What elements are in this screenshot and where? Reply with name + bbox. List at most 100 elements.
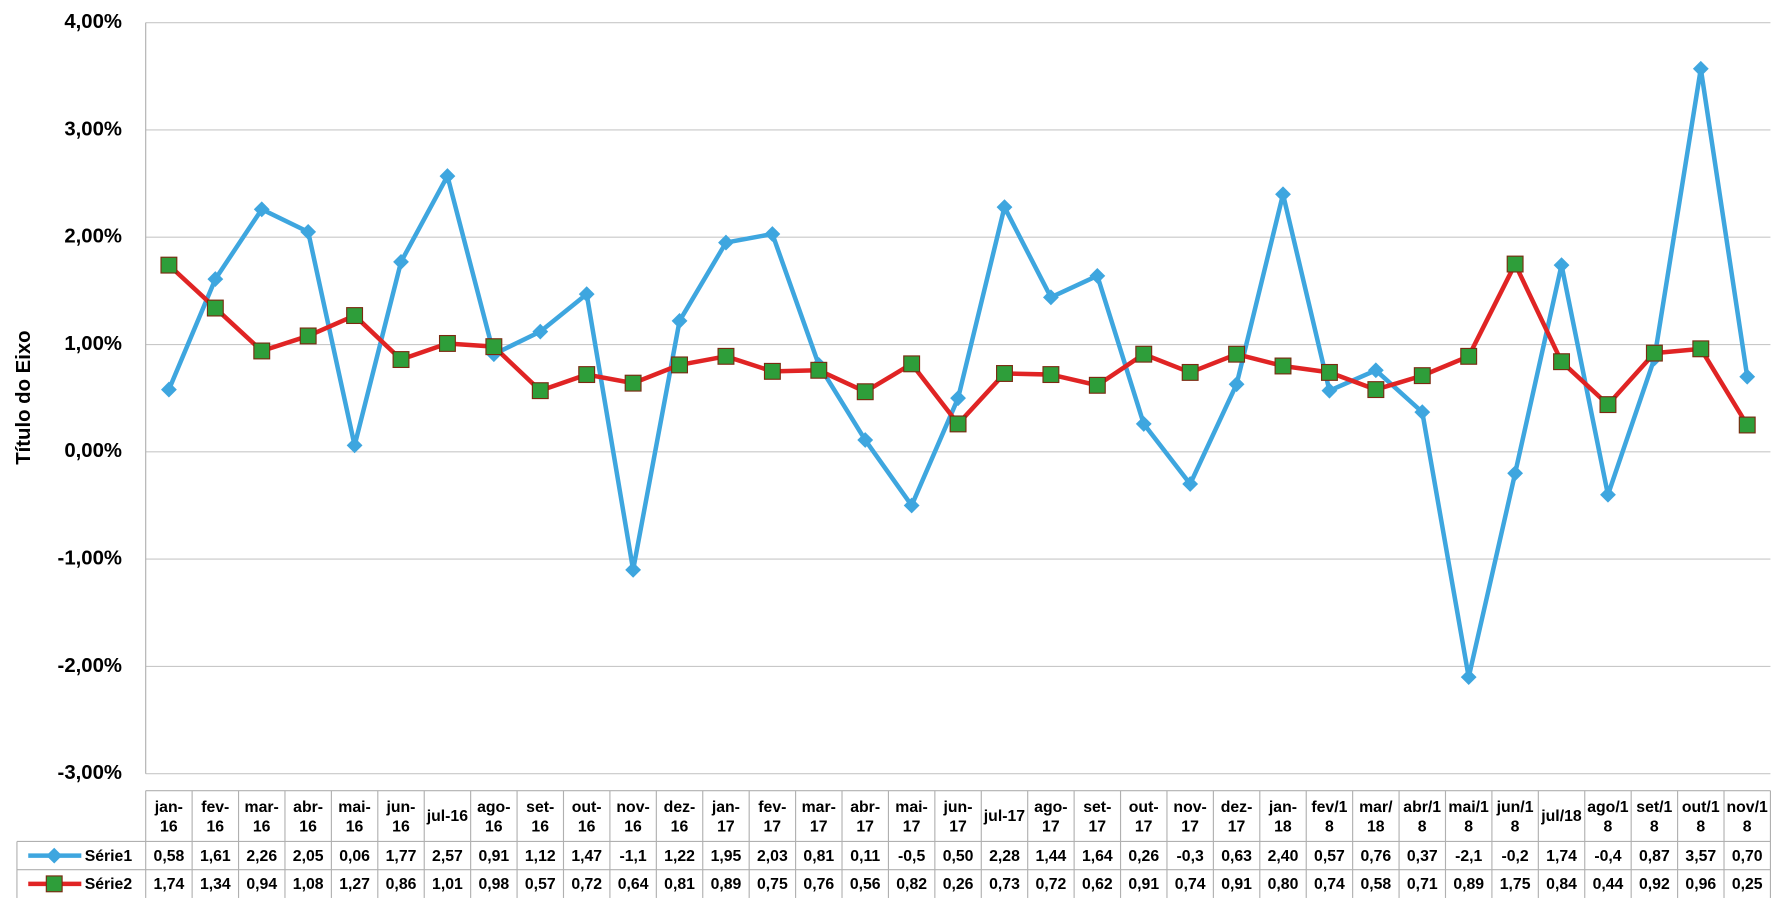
x-tick-label: fev-17 [758,796,787,835]
x-tick-label: jun/18 [1496,796,1534,835]
table-value: -0,4 [1594,848,1621,865]
x-tick-label: mai-17 [895,796,928,835]
y-tick-label: 2,00% [64,226,122,248]
table-value: 0,11 [850,848,880,865]
table-value: -0,3 [1177,848,1204,865]
x-tick-label: jun-17 [943,796,973,835]
category-cell: out-17 [1129,797,1159,834]
x-tick-label: jul-16 [426,806,469,825]
table-value: 0,72 [1036,876,1067,893]
legend-label: Série2 [85,876,133,893]
category-cell: ago-17 [1034,796,1068,835]
x-tick-label: jul/18 [1541,806,1582,825]
table-value: 1,47 [571,848,602,865]
table-value: 0,64 [618,876,649,893]
category-cell: nov-17 [1173,796,1207,835]
table-value: 1,27 [339,876,370,893]
data-point [1089,267,1106,284]
category-cell: dez-16 [664,797,696,834]
table-value: 0,26 [1128,848,1159,865]
category-cell: mai/18 [1448,797,1488,834]
table-value: 1,95 [711,848,742,865]
data-point [1414,404,1431,421]
x-tick-label: nov-16 [616,796,650,835]
category-cell: set-17 [1083,797,1111,834]
data-point [346,307,364,325]
table-value: 0,94 [246,876,277,893]
data-point [392,351,410,369]
legend-label: Série1 [85,848,133,865]
table-value: 0,74 [1175,876,1206,893]
table-value: 1,01 [432,876,463,893]
category-cell: abr-16 [293,797,323,834]
table-value: 0,71 [1407,876,1438,893]
x-tick-label: set-16 [526,796,555,835]
data-point [1043,289,1059,306]
x-tick-label: abr/18 [1403,796,1442,835]
data-point [857,432,874,448]
x-tick-label: out/18 [1681,796,1720,835]
category-cell: jun-17 [943,796,973,835]
table-value: 0,84 [1546,876,1577,893]
table-value: 0,56 [850,876,881,893]
table-value: 1,74 [1546,848,1577,865]
table-value: -2,1 [1455,848,1482,865]
category-cell: set/18 [1636,796,1673,835]
category-cell: abr-17 [850,797,880,834]
x-tick-label: mar/18 [1359,796,1393,835]
data-point [903,497,920,514]
table-value: -0,2 [1502,848,1529,865]
table-value: -0,5 [898,848,925,865]
data-point [1088,376,1106,394]
table-value: 0,58 [154,848,185,865]
table-value: 0,89 [1453,876,1484,893]
table-value: 0,96 [1685,876,1716,893]
x-tick-label: jul-17 [983,806,1026,825]
table-value: 0,92 [1639,876,1670,893]
table-value: 1,75 [1500,876,1531,893]
y-axis-title: Título do Eixo [13,330,35,464]
data-point [717,347,735,365]
x-tick-label: ago-17 [1034,796,1068,835]
data-point [1228,376,1245,393]
table-value: 0,57 [1314,848,1345,865]
y-tick-label: 3,00% [64,118,122,140]
category-cell: jan-16 [155,797,183,834]
table-value: 0,62 [1082,876,1113,893]
data-point [996,199,1013,216]
x-tick-label: nov-17 [1173,796,1207,835]
table-value: 0,91 [1128,876,1159,893]
data-point [1460,347,1478,365]
table-value: 1,08 [293,876,324,893]
table-value: 0,89 [711,876,742,893]
table-value: 0,74 [1314,876,1345,893]
table-value: 0,73 [989,876,1020,893]
y-tick-label: 4,00% [64,11,122,33]
category-cell: jul-17 [983,806,1026,825]
table-value: 0,81 [664,876,695,893]
table-value: 0,63 [1221,848,1252,865]
x-tick-label: out-16 [571,796,602,835]
data-point [1692,60,1709,77]
table-value: 1,44 [1036,848,1067,865]
x-tick-label: ago/18 [1587,796,1629,835]
data-point [300,223,317,240]
table-value: 0,91 [1221,876,1252,893]
x-tick-label: mar-17 [801,796,836,835]
x-tick-label: mar-16 [244,796,279,835]
data-point [1135,345,1153,363]
data-point [206,299,224,317]
x-tick-label: jun-16 [386,796,416,835]
data-point [1181,363,1199,381]
data-point [763,362,781,380]
series-line [166,66,1750,680]
data-point [299,327,317,345]
category-cell: mai-16 [338,797,371,834]
table-value: 0,06 [339,848,370,865]
data-point [439,168,456,184]
legend-marker [46,847,63,864]
y-tick-label: -2,00% [58,655,122,677]
x-tick-label: set/18 [1636,796,1673,835]
data-point [903,355,921,373]
data-point [578,286,595,303]
